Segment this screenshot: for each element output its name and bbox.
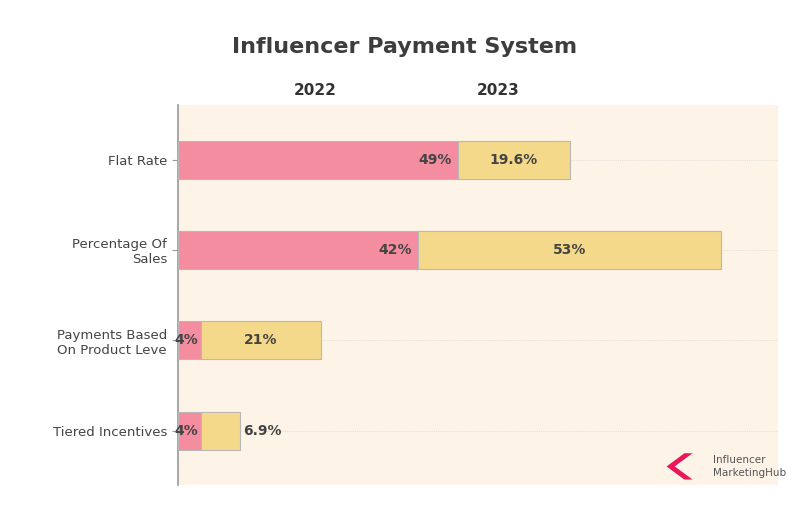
Bar	[178, 412, 201, 450]
Text: Influencer
MarketingHub: Influencer MarketingHub	[713, 455, 786, 478]
Text: 49%: 49%	[419, 153, 452, 167]
Bar	[201, 321, 321, 359]
Text: 53%: 53%	[552, 243, 586, 257]
Bar	[178, 231, 418, 269]
Bar	[458, 141, 569, 179]
Text: 2023: 2023	[476, 83, 519, 98]
Text: 21%: 21%	[245, 333, 278, 347]
Text: 42%: 42%	[379, 243, 412, 257]
Bar	[201, 412, 241, 450]
Text: 19.6%: 19.6%	[490, 153, 538, 167]
Bar	[178, 321, 201, 359]
Text: 4%: 4%	[174, 333, 198, 347]
Bar	[178, 141, 458, 179]
Text: 4%: 4%	[174, 424, 198, 437]
Text: Influencer Payment System: Influencer Payment System	[232, 37, 578, 57]
Text: 6.9%: 6.9%	[243, 424, 282, 437]
Text: 2022: 2022	[294, 83, 337, 98]
Bar	[418, 231, 721, 269]
